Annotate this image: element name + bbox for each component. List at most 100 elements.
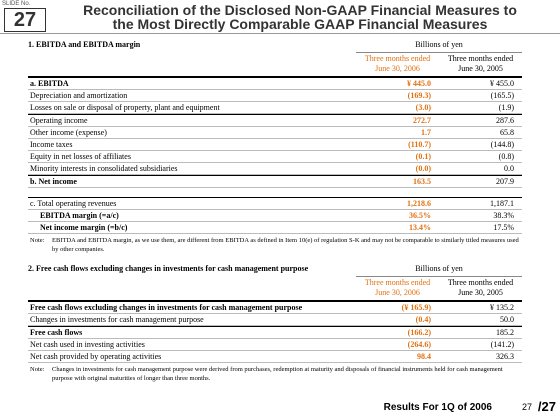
column-headers: Three months ended June 30, 2006 Three mon… — [28, 52, 522, 77]
cell-value: 1.7 — [421, 128, 431, 137]
cell-value: 17.5% — [493, 223, 514, 232]
note-text: EBITDA and EBITDA margin, as we use them… — [52, 237, 519, 253]
unit-label: Billions of yen — [356, 38, 522, 53]
cell-value: 1,218.6 — [407, 199, 431, 208]
row-label: Equity in net losses of affiliates — [30, 152, 131, 161]
column-header-line: Three months ended — [364, 278, 431, 287]
column-header-line: June 30, 2006 — [375, 288, 420, 297]
table-row: Income taxes (110.7) (144.8) — [28, 139, 522, 151]
cell-value: (1.9) — [498, 103, 514, 112]
cell-value: (0.8) — [498, 152, 514, 161]
footer-text: Results For 1Q of 2006 — [383, 402, 492, 413]
cell-value: 98.4 — [417, 352, 431, 361]
row-label: Net cash provided by operating activitie… — [30, 352, 162, 361]
cell-value: (166.2) — [407, 328, 431, 337]
note-label: Note: — [30, 366, 45, 373]
page-total: /27 — [537, 399, 556, 414]
cell-value: 13.4% — [409, 223, 431, 232]
page-number: 27 — [521, 402, 532, 412]
cell-value: 272.7 — [413, 116, 431, 125]
row-label: Operating income — [30, 116, 88, 125]
spacer — [28, 276, 356, 300]
table-row: Minority interests in consolidated subsi… — [28, 163, 522, 175]
cell-value: 185.2 — [496, 328, 514, 337]
column-header-line: June 30, 2005 — [458, 64, 503, 73]
row-label: Net income margin (=b/c) — [40, 223, 128, 232]
column-header-line: Three months ended — [447, 278, 514, 287]
column-header-line: Three months ended — [364, 54, 431, 63]
row-label: Net cash used in investing activities — [30, 340, 145, 349]
title-line: the Most Directly Comparable GAAP Financ… — [112, 16, 488, 32]
cell-value: (0.0) — [415, 164, 431, 173]
cell-value: (169.3) — [407, 91, 431, 100]
section: 2. Free cash flows excluding changes in … — [28, 262, 522, 383]
column-header: Three months ended June 30, 2006 — [356, 276, 439, 300]
row-label: c. Total operating revenues — [30, 199, 117, 208]
cell-value: 1,187.1 — [490, 199, 514, 208]
table-row: Changes in investments for cash manageme… — [28, 314, 522, 326]
cell-value: (¥ 165.9) — [401, 303, 431, 312]
row-label: Changes in investments for cash manageme… — [30, 315, 204, 324]
cell-value: (3.0) — [415, 103, 431, 112]
note: Note: EBITDA and EBITDA margin, as we use… — [28, 236, 522, 254]
spacer — [28, 52, 356, 76]
note: Note: Changes in investments for cash man… — [28, 365, 522, 383]
column-header-line: June 30, 2006 — [375, 64, 420, 73]
column-headers: Three months ended June 30, 2006 Three mon… — [28, 276, 522, 301]
row-label: Losses on sale or disposal of property, … — [30, 103, 220, 112]
table-row: c. Total operating revenues 1,218.6 1,187.… — [28, 197, 522, 210]
cell-value: 326.3 — [496, 352, 514, 361]
column-header: Three months ended June 30, 2005 — [439, 52, 522, 76]
table-row: Net income margin (=b/c) 13.4% 17.5% — [28, 222, 522, 234]
table-row: Free cash flows excluding changes in inv… — [28, 301, 522, 314]
table-row: a. EBITDA ¥ 445.0 ¥ 455.0 — [28, 77, 522, 90]
title-line: Reconciliation of the Disclosed Non-GAAP… — [83, 2, 517, 18]
divider — [0, 33, 560, 34]
slide-label: SLIDE No. — [2, 1, 31, 7]
cell-value: 287.6 — [496, 116, 514, 125]
table-row: Depreciation and amortization (169.3) (165… — [28, 90, 522, 102]
row-label: a. EBITDA — [30, 79, 69, 88]
row-label: Income taxes — [30, 140, 73, 149]
table-row: Equity in net losses of affiliates (0.1) (… — [28, 151, 522, 163]
cell-value: ¥ 135.2 — [490, 303, 514, 312]
row-label: Other income (expense) — [30, 128, 107, 137]
cell-value: 207.9 — [496, 177, 514, 186]
slide-number: 27 — [4, 8, 46, 32]
section-heading: 2. Free cash flows excluding changes in … — [28, 264, 309, 273]
cell-value: (110.7) — [408, 140, 431, 149]
column-header: Three months ended June 30, 2005 — [439, 276, 522, 300]
unit-label: Billions of yen — [356, 262, 522, 277]
cell-value: 0.0 — [504, 164, 514, 173]
cell-value: 36.5% — [409, 211, 431, 220]
table-row: EBITDA margin (=a/c) 36.5% 38.3% — [28, 210, 522, 222]
cell-value: 50.0 — [500, 315, 514, 324]
cell-value: (264.6) — [407, 340, 431, 349]
row-label: EBITDA margin (=a/c) — [40, 211, 119, 220]
row-label: b. Net income — [30, 177, 77, 186]
table-row: Other income (expense) 1.7 65.8 — [28, 127, 522, 139]
row-label: Free cash flows excluding changes in inv… — [30, 303, 303, 312]
cell-value: 65.8 — [500, 128, 514, 137]
column-header-line: Three months ended — [447, 54, 514, 63]
table-row: Operating income 272.7 287.6 — [28, 114, 522, 127]
row-label: Minority interests in consolidated subsi… — [30, 164, 178, 173]
column-header: Three months ended June 30, 2006 — [356, 52, 439, 76]
cell-value: ¥ 445.0 — [407, 79, 431, 88]
cell-value: ¥ 455.0 — [490, 79, 514, 88]
column-header-line: June 30, 2005 — [458, 288, 503, 297]
row-label: Depreciation and amortization — [30, 91, 128, 100]
cell-value: 163.5 — [413, 177, 431, 186]
cell-value: (0.1) — [415, 152, 431, 161]
cell-value: 38.3% — [493, 211, 514, 220]
cell-value: (141.2) — [490, 340, 514, 349]
table-row: Losses on sale or disposal of property, … — [28, 102, 522, 114]
table-row: Net cash provided by operating activitie… — [28, 351, 522, 363]
table-row: b. Net income 163.5 207.9 — [28, 175, 522, 188]
note-label: Note: — [30, 237, 45, 244]
section-heading: 1. EBITDA and EBITDA margin — [28, 40, 141, 49]
note-text: Changes in investments for cash manageme… — [52, 366, 503, 382]
title: Reconciliation of the Disclosed Non-GAAP… — [60, 3, 540, 31]
section: 1. EBITDA and EBITDA margin Billions of y… — [28, 38, 522, 254]
